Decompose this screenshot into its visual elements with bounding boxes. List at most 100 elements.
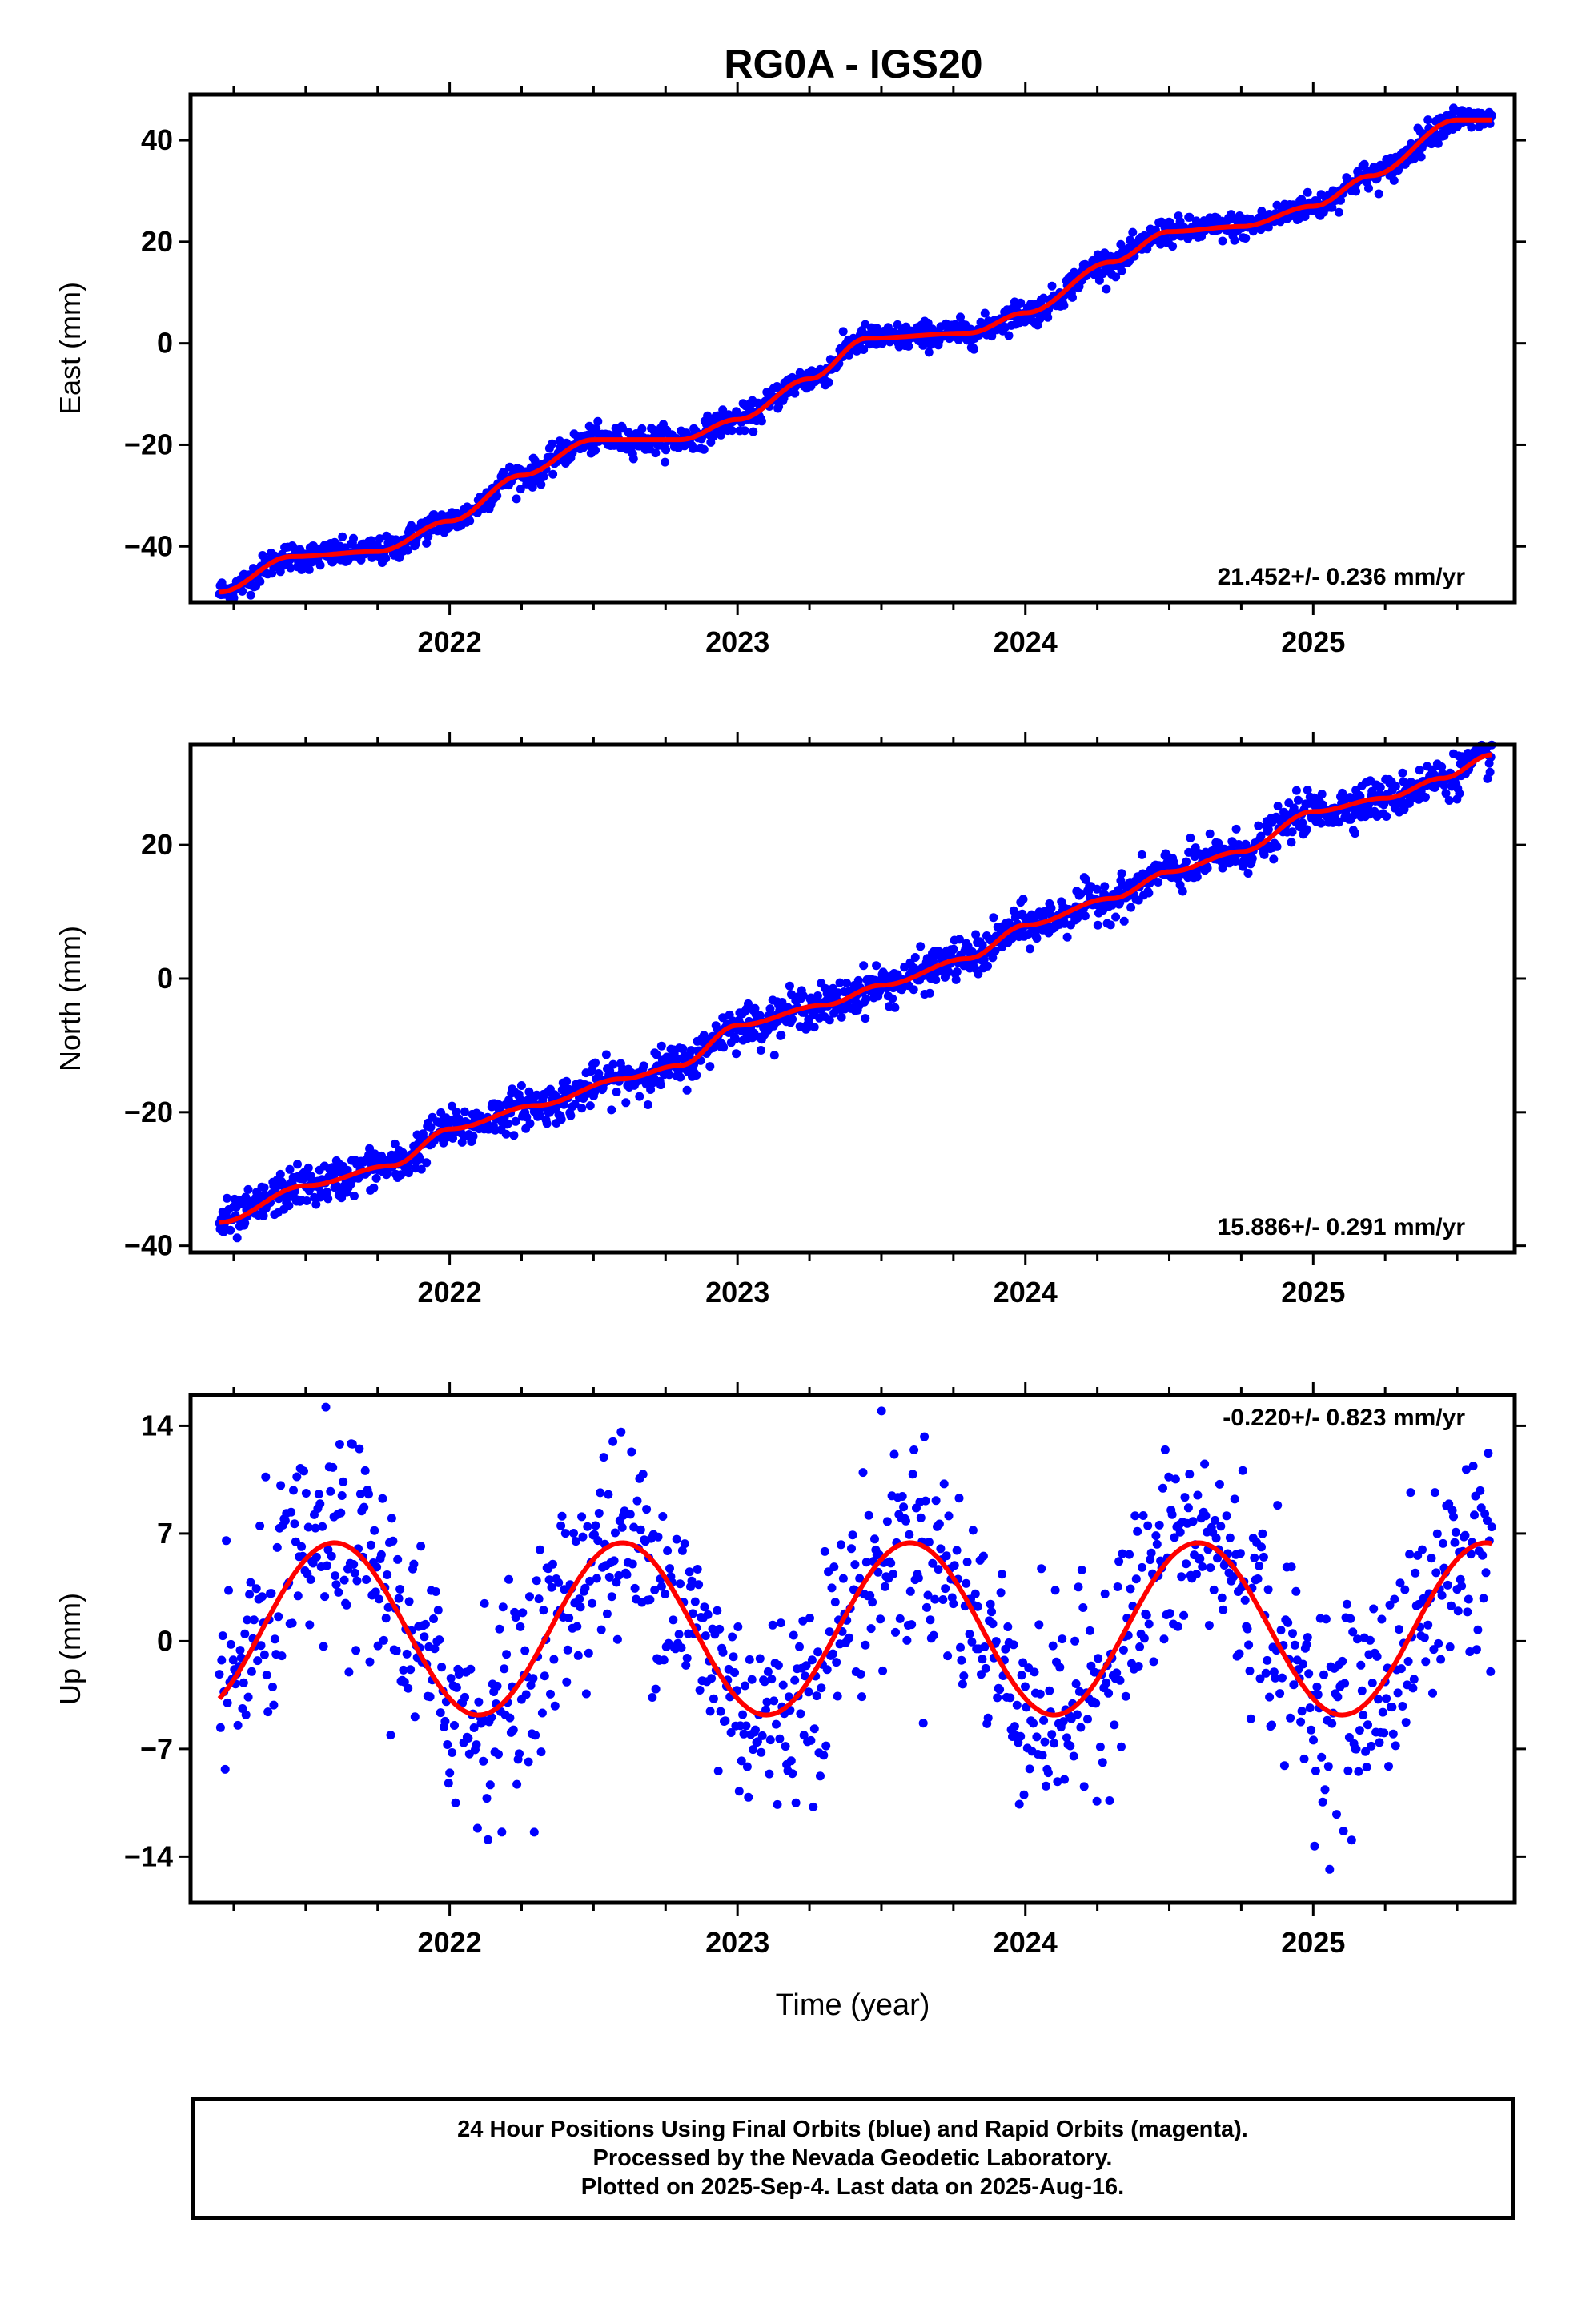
north-point-1152 — [1192, 872, 1202, 882]
east-point-994 — [1059, 300, 1069, 310]
up-point-566 — [870, 1534, 879, 1544]
up-point-341 — [609, 1556, 619, 1566]
north-point-289 — [460, 1107, 469, 1116]
up-point-1048 — [1428, 1688, 1437, 1698]
up-point-687 — [1010, 1722, 1019, 1731]
up-point-970 — [1338, 1656, 1347, 1666]
up-point-497 — [790, 1675, 800, 1685]
east-point-294 — [465, 516, 475, 525]
up-point-660 — [978, 1551, 988, 1561]
north-daily-points — [215, 740, 1496, 1243]
up-point-212 — [460, 1692, 469, 1702]
up-point-6 — [222, 1536, 231, 1546]
north-y-axis-label: North (mm) — [54, 926, 86, 1072]
up-point-265 — [521, 1690, 531, 1699]
up-point-318 — [583, 1522, 592, 1531]
up-point-419 — [700, 1602, 709, 1612]
north-point-464 — [608, 1059, 618, 1069]
north-point-701 — [809, 1023, 819, 1032]
east-point-26 — [238, 586, 247, 596]
up-point-918 — [1278, 1673, 1287, 1683]
up-point-646 — [962, 1558, 972, 1566]
north-point-1299 — [1317, 790, 1327, 799]
up-point-627 — [941, 1584, 950, 1594]
up-point-53 — [276, 1481, 286, 1490]
north-xtick-label: 2022 — [418, 1276, 482, 1309]
up-point-630 — [944, 1511, 954, 1521]
up-point-643 — [959, 1671, 969, 1681]
up-point-455 — [741, 1721, 751, 1731]
up-point-131 — [366, 1540, 375, 1550]
up-point-290 — [550, 1701, 560, 1711]
up-point-460 — [747, 1675, 757, 1684]
up-point-639 — [954, 1494, 964, 1503]
up-point-599 — [908, 1470, 917, 1479]
east-point-1004 — [1068, 292, 1077, 302]
up-point-792 — [1131, 1574, 1141, 1584]
east-ytick-label: 0 — [157, 327, 173, 360]
up-point-468 — [757, 1747, 766, 1757]
up-point-458 — [745, 1655, 754, 1664]
east-point-1348 — [1359, 159, 1369, 169]
up-point-16 — [233, 1720, 243, 1730]
up-point-955 — [1320, 1785, 1330, 1795]
up-point-494 — [786, 1756, 796, 1766]
up-point-1008 — [1382, 1694, 1391, 1703]
up-point-198 — [444, 1779, 453, 1788]
up-point-229 — [480, 1598, 489, 1608]
up-point-937 — [1299, 1754, 1309, 1763]
north-point-562 — [692, 1071, 701, 1080]
up-point-608 — [918, 1719, 928, 1728]
up-point-169 — [410, 1712, 420, 1722]
up-point-588 — [895, 1614, 905, 1623]
up-point-1073 — [1457, 1582, 1467, 1590]
north-point-963 — [1032, 934, 1042, 943]
up-point-1027 — [1403, 1657, 1413, 1666]
north-point-244 — [422, 1158, 432, 1168]
up-point-1050 — [1430, 1488, 1439, 1498]
up-point-431 — [713, 1767, 723, 1775]
up-point-1032 — [1409, 1675, 1419, 1684]
up-point-641 — [957, 1655, 966, 1665]
north-point-103 — [302, 1196, 311, 1205]
up-point-831 — [1177, 1572, 1186, 1582]
up-point-217 — [466, 1664, 476, 1674]
up-point-264 — [520, 1646, 530, 1655]
up-point-430 — [713, 1606, 722, 1615]
up-point-571 — [876, 1614, 885, 1624]
up-point-614 — [926, 1615, 935, 1625]
up-point-1041 — [1419, 1633, 1429, 1642]
north-point-609 — [732, 1049, 741, 1059]
up-point-1086 — [1472, 1645, 1481, 1655]
up-point-537 — [837, 1540, 845, 1550]
north-point-1414 — [1415, 766, 1424, 775]
up-point-676 — [998, 1570, 1006, 1579]
north-point-1063 — [1117, 869, 1126, 879]
up-point-75 — [301, 1489, 311, 1498]
up-point-289 — [549, 1655, 559, 1664]
up-point-730 — [1060, 1775, 1070, 1784]
up-point-889 — [1244, 1640, 1254, 1650]
up-point-803 — [1144, 1619, 1154, 1629]
north-point-1493 — [1485, 767, 1495, 777]
east-point-1235 — [1263, 223, 1273, 232]
north-point-128 — [323, 1194, 333, 1204]
up-point-254 — [508, 1725, 518, 1735]
up-point-929 — [1290, 1640, 1299, 1650]
north-point-403 — [556, 1115, 566, 1124]
up-point-708 — [1034, 1620, 1044, 1630]
up-point-469 — [757, 1731, 767, 1740]
up-point-240 — [492, 1681, 502, 1691]
up-point-457 — [744, 1792, 753, 1802]
up-point-399 — [677, 1643, 686, 1653]
up-point-713 — [1040, 1737, 1050, 1747]
up-point-1057 — [1439, 1538, 1447, 1548]
up-point-125 — [359, 1502, 369, 1512]
up-point-662 — [981, 1663, 990, 1673]
north-point-347 — [509, 1131, 519, 1140]
up-point-735 — [1066, 1741, 1075, 1751]
up-point-738 — [1069, 1751, 1078, 1761]
up-ytick-label: 0 — [157, 1624, 173, 1657]
up-ytick-label: 7 — [157, 1517, 173, 1550]
up-point-1076 — [1460, 1530, 1470, 1540]
